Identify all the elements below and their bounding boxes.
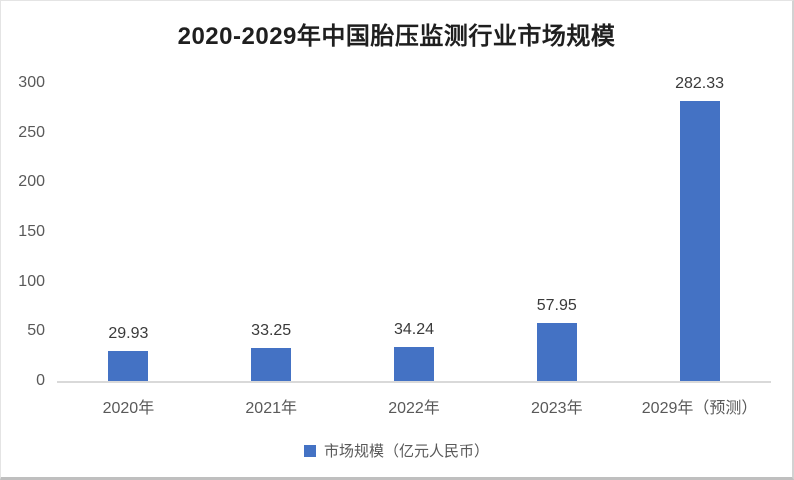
y-tick-label: 250 [18, 123, 45, 141]
legend-swatch-icon [303, 444, 316, 457]
bar [679, 100, 720, 381]
bar-value-label: 33.25 [251, 321, 292, 339]
legend-label: 市场规模（亿元人民币） [323, 443, 489, 460]
bar [536, 323, 577, 381]
y-tick-label: 0 [36, 372, 45, 389]
plot-area: 29.93 33.25 34.24 57.95 282.33 [57, 75, 771, 383]
bar [393, 347, 434, 381]
bar-value-label: 57.95 [536, 297, 577, 315]
bar [251, 347, 292, 381]
y-tick-label: 150 [18, 223, 45, 240]
bar-value-label: 34.24 [393, 321, 435, 338]
y-tick-label: 50 [27, 322, 45, 340]
y-tick-label: 200 [18, 173, 45, 191]
plot-columns: 29.93 33.25 34.24 57.95 282.33 [57, 75, 771, 381]
x-tick-label: 2029年（预测） [641, 400, 758, 417]
x-tick-label: 2023年 [530, 400, 583, 417]
bar-column: 29.93 [57, 83, 200, 381]
y-tick-label: 100 [18, 272, 45, 290]
bar-column: 282.33 [628, 75, 771, 381]
y-tick-label: 300 [18, 74, 45, 91]
chart-title: 2020-2029年中国胎压监测行业市场规模 [177, 23, 616, 50]
x-tick-label: 2022年 [388, 400, 440, 417]
bar-value-label: 282.33 [675, 74, 725, 92]
x-tick-label: 2020年 [102, 400, 155, 417]
legend: 市场规模（亿元人民币） [1, 440, 792, 461]
bar [108, 351, 149, 381]
y-axis: 0 50 100 150 200 250 300 [1, 75, 45, 389]
bar-value-label: 29.93 [108, 325, 149, 343]
x-tick-label: 2021年 [245, 400, 297, 417]
x-axis-labels: 2020年 2021年 2022年 2023年 2029年（预测） [57, 394, 771, 418]
bar-column: 57.95 [485, 83, 628, 381]
bar-column: 33.25 [200, 83, 343, 381]
bar-column: 34.24 [343, 83, 486, 381]
